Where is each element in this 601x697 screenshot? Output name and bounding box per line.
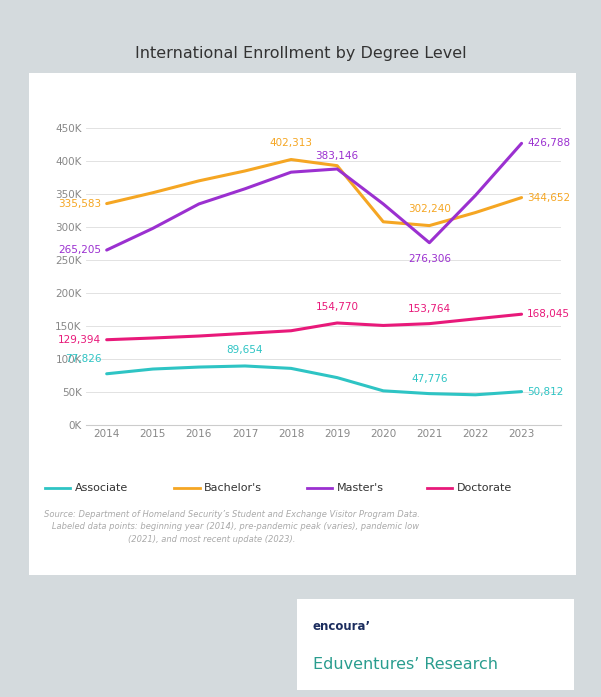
Text: International Enrollment by Degree Level: International Enrollment by Degree Level (135, 45, 466, 61)
Text: Eduventures’ Research: Eduventures’ Research (313, 657, 498, 672)
Text: 154,770: 154,770 (316, 302, 359, 312)
Text: 335,583: 335,583 (58, 199, 101, 208)
Text: 276,306: 276,306 (408, 254, 451, 264)
Text: Associate: Associate (75, 483, 129, 493)
Text: encouraʼ: encouraʼ (313, 620, 371, 633)
Text: 50,812: 50,812 (527, 387, 564, 397)
Text: 129,394: 129,394 (58, 335, 101, 345)
Text: Doctorate: Doctorate (457, 483, 512, 493)
Text: 344,652: 344,652 (527, 192, 570, 203)
Text: 168,045: 168,045 (527, 309, 570, 319)
Text: 89,654: 89,654 (227, 345, 263, 355)
Text: 47,776: 47,776 (411, 374, 448, 384)
Text: Bachelor's: Bachelor's (204, 483, 263, 493)
Text: 383,146: 383,146 (316, 151, 359, 161)
Text: 426,788: 426,788 (527, 139, 570, 148)
Text: 153,764: 153,764 (408, 304, 451, 314)
Text: 77,826: 77,826 (65, 354, 101, 364)
Text: 302,240: 302,240 (408, 204, 451, 215)
Text: Source: Department of Homeland Security’s Student and Exchange Visitor Program D: Source: Department of Homeland Security’… (44, 510, 419, 544)
Text: 402,313: 402,313 (270, 139, 313, 148)
Text: Master's: Master's (337, 483, 383, 493)
Text: 265,205: 265,205 (58, 245, 101, 255)
